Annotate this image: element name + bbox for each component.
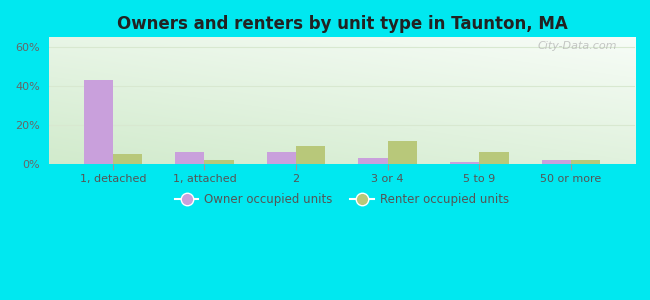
Legend: Owner occupied units, Renter occupied units: Owner occupied units, Renter occupied un… [170,189,514,211]
Bar [84,80,113,164]
Bar [113,154,142,164]
Bar [387,140,417,164]
Bar [479,152,508,164]
Bar [296,146,326,164]
Bar [176,152,205,164]
Bar [541,160,571,164]
Title: Owners and renters by unit type in Taunton, MA: Owners and renters by unit type in Taunt… [116,15,567,33]
Bar [450,162,479,164]
Bar [358,158,387,164]
Bar [205,160,234,164]
Bar [571,160,600,164]
Text: City-Data.com: City-Data.com [538,41,617,51]
Bar [266,152,296,164]
